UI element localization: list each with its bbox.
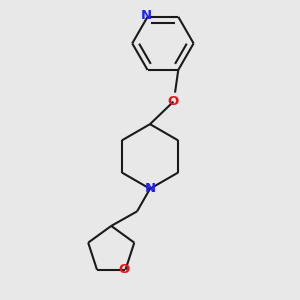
Text: O: O xyxy=(118,263,130,276)
Text: O: O xyxy=(168,95,179,108)
Text: N: N xyxy=(144,182,156,195)
Text: N: N xyxy=(140,9,152,22)
